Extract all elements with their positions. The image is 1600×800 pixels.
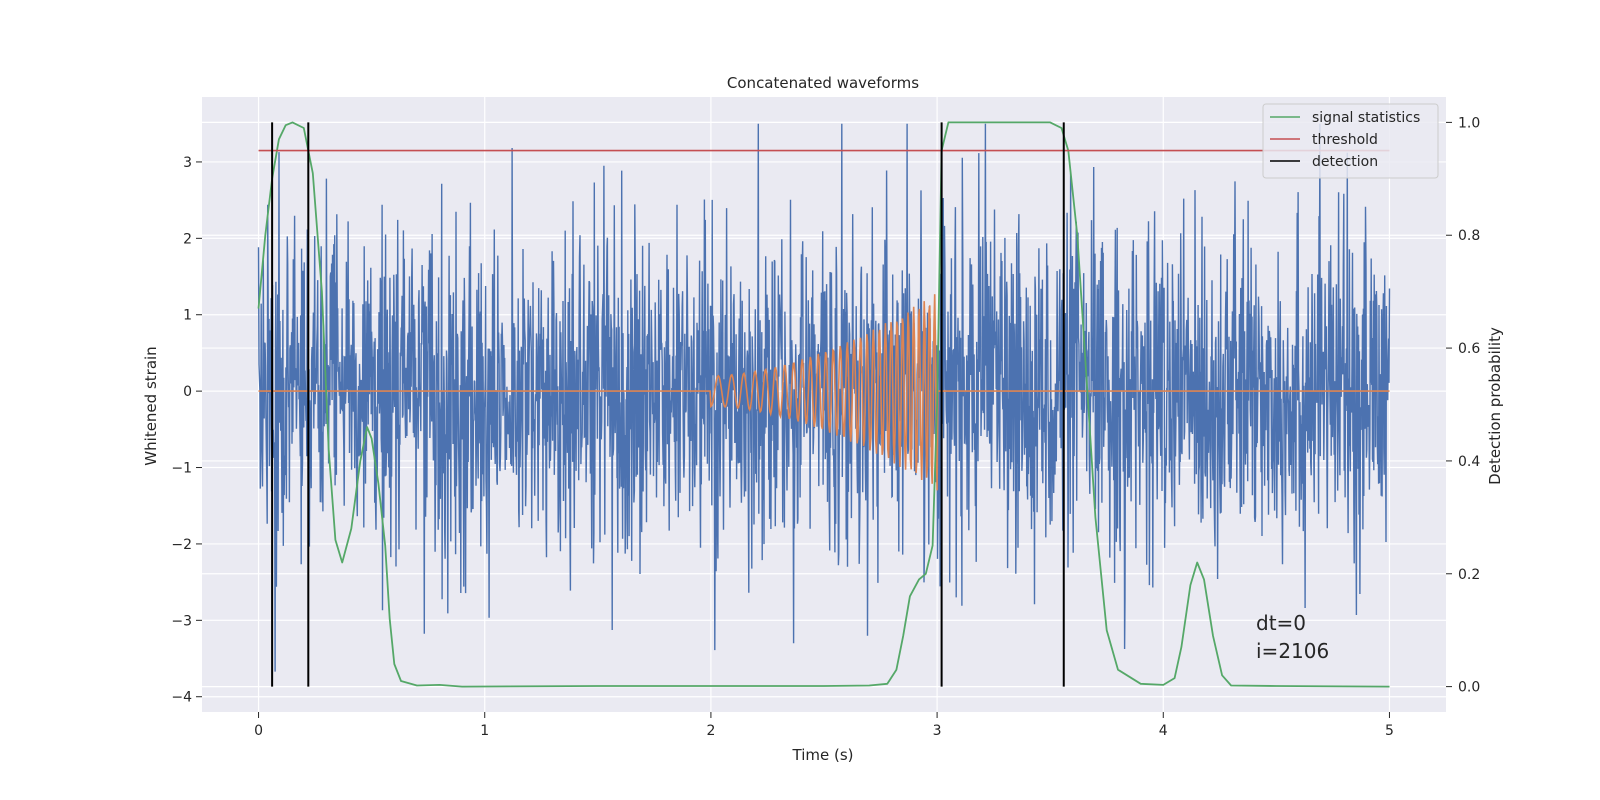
legend-label-threshold: threshold <box>1312 132 1378 148</box>
y2-tick-label: 0.2 <box>1458 567 1480 583</box>
legend-label-detection: detection <box>1312 154 1378 170</box>
y-tick-label: −4 <box>171 690 192 706</box>
x-axis-ticks: 0 1 2 3 4 5 <box>254 712 1394 739</box>
legend-label-signal-statistics: signal statistics <box>1312 110 1420 126</box>
y-tick-label: 0 <box>183 384 192 400</box>
x-tick-label: 0 <box>254 723 263 739</box>
x-axis-label: Time (s) <box>792 746 854 764</box>
x-tick-label: 4 <box>1159 723 1168 739</box>
y2-tick-label: 0.8 <box>1458 228 1480 244</box>
annotation-dt: dt=0 <box>1256 611 1306 635</box>
y-tick-label: −2 <box>171 537 192 553</box>
y2-tick-label: 1.0 <box>1458 115 1480 131</box>
y-tick-label: −1 <box>171 461 192 477</box>
y-tick-label: 3 <box>183 155 192 171</box>
signal-statistics-line <box>257 121 1390 688</box>
template-series <box>258 294 1390 491</box>
y-tick-label: −3 <box>171 613 192 629</box>
y2-tick-label: 0.4 <box>1458 454 1480 470</box>
chart-title: Concatenated waveforms <box>727 74 919 92</box>
y2-tick-label: 0.6 <box>1458 341 1480 357</box>
detection-series <box>271 122 1065 687</box>
x-tick-label: 1 <box>480 723 489 739</box>
y-tick-label: 1 <box>183 308 192 324</box>
y2-axis-label: Detection probability <box>1486 327 1504 485</box>
y2-tick-label: 0.0 <box>1458 680 1480 696</box>
signal-statistics-series <box>257 121 1390 688</box>
left-axis-ticks: 3 2 1 0 −1 −2 −3 −4 <box>171 155 202 706</box>
annotation-index: i=2106 <box>1256 639 1329 663</box>
x-tick-label: 5 <box>1385 723 1394 739</box>
template-trace <box>258 294 1390 491</box>
x-tick-label: 3 <box>933 723 942 739</box>
x-tick-label: 2 <box>706 723 715 739</box>
right-axis-ticks: 1.0 0.8 0.6 0.4 0.2 0.0 <box>1446 115 1480 696</box>
y-axis-label: Whitened strain <box>142 346 160 465</box>
legend-box <box>1262 103 1439 179</box>
y-tick-label: 2 <box>183 231 192 247</box>
legend: signal statistics threshold detection <box>1262 103 1439 179</box>
